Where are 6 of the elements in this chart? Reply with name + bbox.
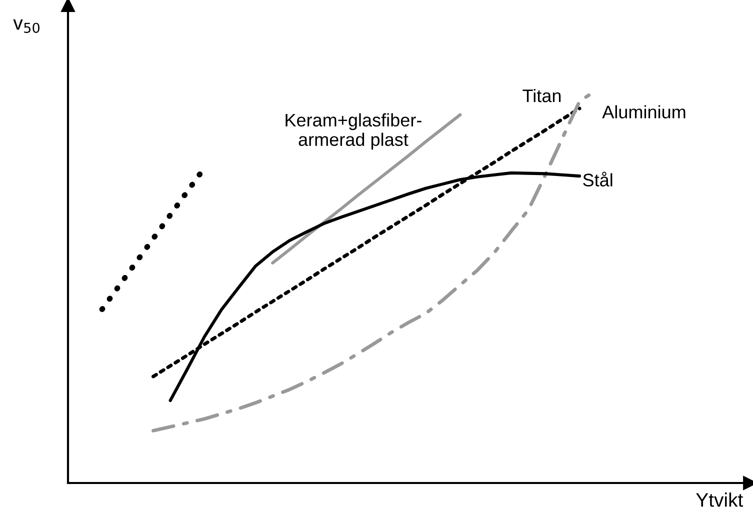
series-label: Stål: [583, 172, 612, 186]
series-label: Titan: [522, 88, 561, 102]
series-label: Keram+glasfiber- armerad plast: [286, 113, 422, 150]
y-axis-title: v$_{50}$: [13, 19, 40, 33]
x-axis-title: Ytvikt: [696, 492, 744, 507]
series-label: Aluminium: [602, 105, 686, 118]
